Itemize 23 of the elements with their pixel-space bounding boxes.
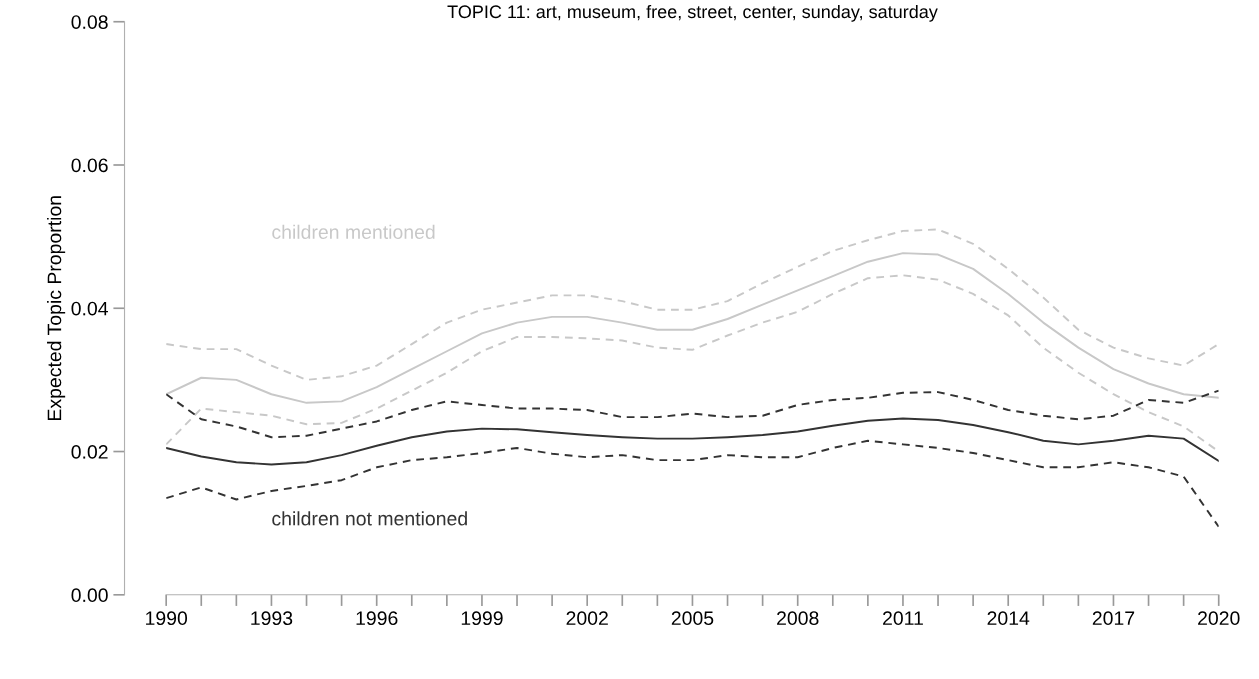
x-tick-label: 2017	[1092, 611, 1135, 626]
x-tick-label: 2020	[1198, 611, 1240, 626]
y-tick-label: 0.08	[71, 15, 108, 29]
x-tick-label: 2014	[987, 611, 1030, 626]
chart-title: TOPIC 11: art, museum, free, street, center, sunday, saturday	[447, 4, 938, 22]
line-series	[166, 252, 1219, 404]
y-tick-label: 0.04	[71, 301, 108, 316]
x-tick-label: 1990	[146, 611, 188, 626]
x-tick-label: 2002	[566, 611, 608, 626]
y-axis-title: Expected Topic Proportion	[47, 196, 66, 420]
x-tick-label: 2005	[671, 611, 714, 626]
line-series	[166, 389, 1219, 439]
y-tick-label: 0.06	[71, 158, 108, 173]
text: children not mentioned	[272, 511, 467, 526]
y-tick-label: 0.02	[71, 445, 108, 459]
x-tick-label: 1999	[461, 611, 503, 626]
x-tick-label: 2011	[883, 611, 923, 626]
line-series	[166, 417, 1219, 466]
x-tick-label: 1993	[251, 611, 293, 626]
y-tick-label: 0.00	[71, 588, 108, 603]
line-series	[166, 439, 1219, 528]
x-tick-label: 2008	[777, 611, 819, 626]
x-tick-label: 1996	[356, 611, 398, 626]
